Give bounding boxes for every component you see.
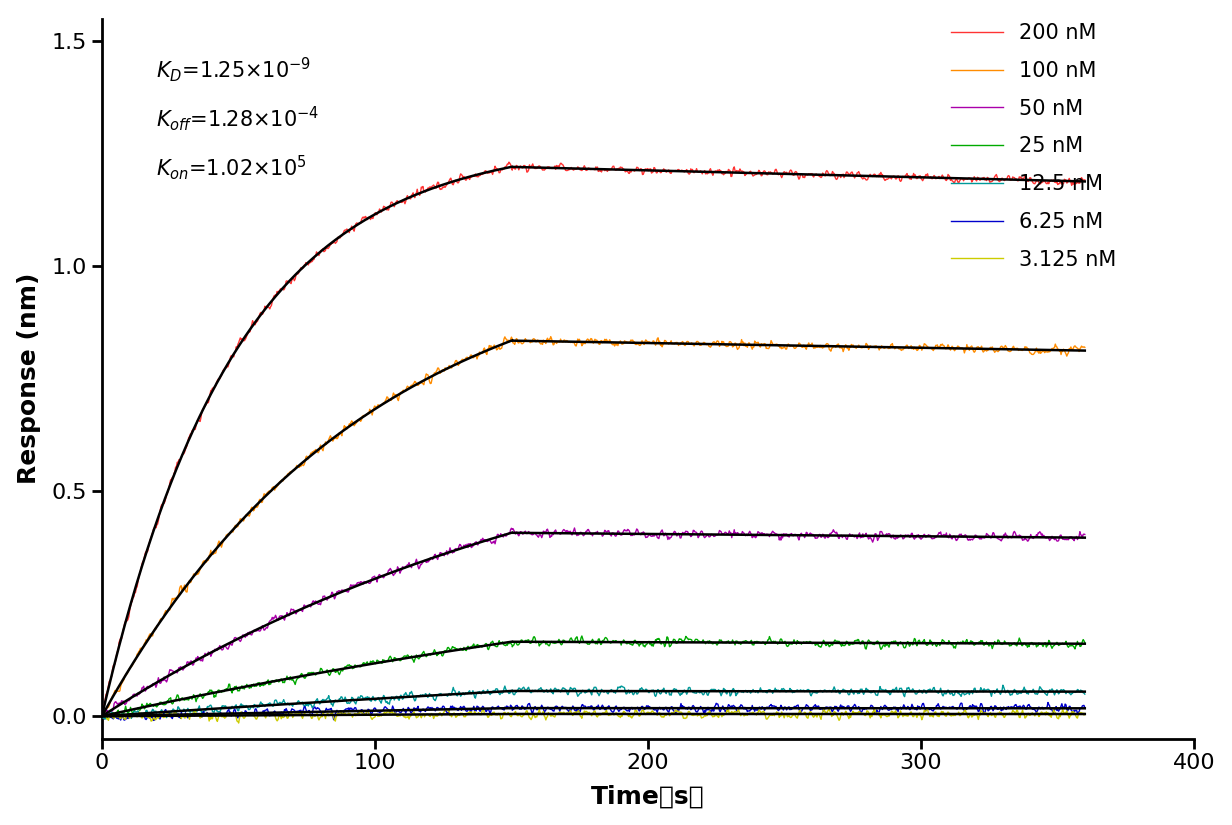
3.125 nM: [867, 703, 882, 713]
12.5 nM: [97, 714, 112, 724]
6.25 nM: [147, 715, 161, 725]
25 nM: [886, 638, 901, 648]
Legend: 200 nM, 100 nM, 50 nM, 25 nM, 12.5 nM, 6.25 nM, 3.125 nM: 200 nM, 100 nM, 50 nM, 25 nM, 12.5 nM, 6…: [942, 15, 1125, 278]
12.5 nM: [1078, 689, 1093, 699]
100 nM: [792, 338, 807, 348]
12.5 nM: [995, 681, 1010, 691]
100 nM: [460, 352, 474, 362]
12.5 nM: [95, 713, 110, 723]
3.125 nM: [232, 718, 246, 728]
50 nM: [461, 543, 476, 553]
Line: 3.125 nM: 3.125 nM: [102, 708, 1085, 723]
50 nM: [567, 523, 582, 533]
12.5 nM: [461, 688, 476, 698]
12.5 nM: [616, 682, 631, 692]
6.25 nM: [200, 707, 214, 717]
25 nM: [461, 641, 476, 651]
3.125 nM: [461, 708, 476, 718]
25 nM: [793, 638, 808, 648]
Line: 6.25 nM: 6.25 nM: [102, 702, 1085, 720]
100 nM: [814, 342, 829, 352]
Line: 100 nM: 100 nM: [102, 337, 1085, 717]
3.125 nM: [198, 710, 213, 719]
100 nM: [543, 332, 558, 342]
50 nM: [200, 650, 214, 660]
50 nM: [793, 529, 808, 539]
6.25 nM: [1078, 703, 1093, 713]
200 nM: [792, 173, 807, 183]
12.5 nM: [814, 686, 829, 696]
200 nM: [616, 164, 631, 174]
3.125 nM: [95, 706, 110, 716]
25 nM: [100, 714, 115, 724]
200 nM: [501, 158, 516, 167]
Text: $K_D$=1.25×10$^{-9}$
$K_{off}$=1.28×10$^{-4}$
$K_{on}$=1.02×10$^{5}$: $K_D$=1.25×10$^{-9}$ $K_{off}$=1.28×10$^…: [156, 55, 320, 182]
200 nM: [460, 173, 474, 183]
12.5 nM: [885, 685, 899, 695]
50 nM: [886, 530, 901, 540]
3.125 nM: [616, 706, 631, 716]
25 nM: [1078, 638, 1093, 648]
X-axis label: Time（s）: Time（s）: [591, 785, 705, 808]
3.125 nM: [814, 710, 829, 719]
Line: 200 nM: 200 nM: [102, 163, 1085, 716]
50 nM: [816, 530, 830, 540]
200 nM: [1078, 175, 1093, 185]
100 nM: [198, 558, 213, 568]
12.5 nM: [200, 704, 214, 714]
25 nM: [617, 636, 632, 646]
200 nM: [885, 172, 899, 182]
25 nM: [816, 638, 830, 648]
100 nM: [95, 712, 110, 722]
200 nM: [814, 172, 829, 182]
6.25 nM: [616, 702, 631, 712]
Y-axis label: Response (nm): Response (nm): [17, 273, 41, 484]
6.25 nM: [461, 705, 476, 715]
25 nM: [95, 707, 110, 717]
50 nM: [97, 714, 112, 724]
12.5 nM: [792, 686, 807, 695]
50 nM: [95, 712, 110, 722]
100 nM: [616, 339, 631, 349]
6.25 nM: [95, 705, 110, 714]
50 nM: [1078, 530, 1093, 540]
6.25 nM: [1041, 697, 1056, 707]
25 nM: [574, 631, 589, 641]
Line: 12.5 nM: 12.5 nM: [102, 686, 1085, 719]
200 nM: [95, 711, 110, 721]
25 nM: [200, 689, 214, 699]
100 nM: [885, 338, 899, 348]
50 nM: [617, 525, 632, 535]
3.125 nM: [1078, 709, 1093, 719]
6.25 nM: [885, 704, 899, 714]
3.125 nM: [886, 708, 901, 718]
6.25 nM: [792, 706, 807, 716]
Line: 25 nM: 25 nM: [102, 636, 1085, 719]
3.125 nM: [792, 705, 807, 715]
200 nM: [198, 400, 213, 410]
Line: 50 nM: 50 nM: [102, 528, 1085, 719]
6.25 nM: [814, 703, 829, 713]
100 nM: [1078, 342, 1093, 352]
